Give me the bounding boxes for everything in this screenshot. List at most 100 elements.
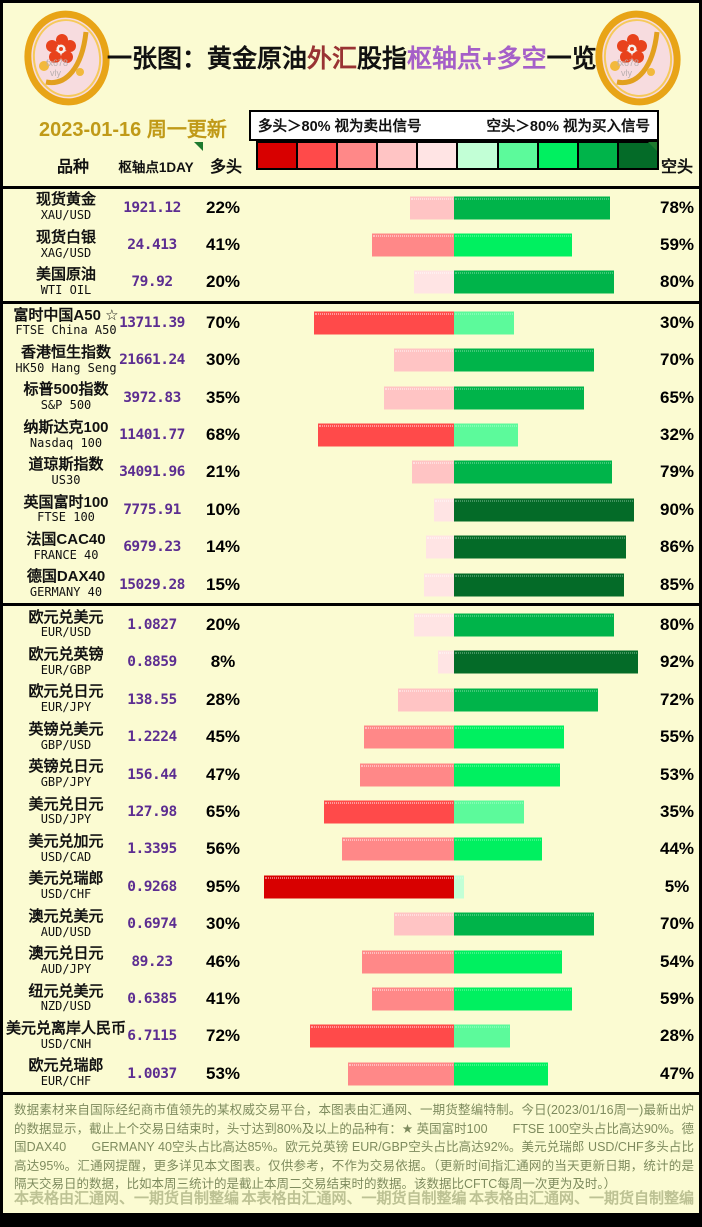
table-row: 富时中国A50 ☆ FTSE China A50 13711.39 70% 30% <box>3 304 699 341</box>
pivot-value: 6979.23 <box>123 539 181 556</box>
short-bar <box>454 875 464 899</box>
short-percent: 5% <box>664 876 690 896</box>
instrument-name: 纽元兑美元 NZD/USD <box>5 980 127 1017</box>
instrument-name: 英国富时100 FTSE 100 <box>5 491 127 528</box>
pivot-value: 0.6974 <box>127 916 177 933</box>
table-section: 富时中国A50 ☆ FTSE China A50 13711.39 70% 30% 香港恒… <box>3 304 699 607</box>
short-bar <box>454 498 634 522</box>
branch-icon <box>45 31 89 86</box>
instrument-name: 道琼斯指数 US30 <box>5 454 127 491</box>
table-row: 标普500指数 S&P 500 3972.83 35% 65% <box>3 379 699 416</box>
long-bar <box>264 875 454 899</box>
instrument-name-cn: 欧元兑瑞郎 <box>28 1057 104 1075</box>
instrument-name-cn: 英国富时100 <box>23 493 109 511</box>
coin-watermark: fx678 <box>617 58 639 68</box>
long-bar <box>394 912 454 936</box>
long-bar <box>372 987 454 1011</box>
pivot-value: 21661.24 <box>119 352 185 369</box>
long-bar <box>412 460 454 484</box>
bar-track <box>253 264 653 301</box>
instrument-name-cn: 美元兑离岸人民币 <box>5 1019 126 1037</box>
long-percent: 53% <box>205 1063 241 1083</box>
short-bar <box>454 763 560 787</box>
long-percent: 22% <box>205 197 241 217</box>
short-percent: 72% <box>659 689 695 709</box>
pivot-value: 1.3395 <box>127 841 177 858</box>
instrument-name-cn: 德国DAX40 <box>26 568 106 586</box>
bar-track <box>253 943 653 980</box>
instrument-name: 纳斯达克100 Nasdaq 100 <box>5 416 127 453</box>
bar-track <box>253 868 653 905</box>
table-row: 澳元兑美元 AUD/USD 0.6974 30% 70% <box>3 905 699 942</box>
long-percent: 72% <box>205 1026 241 1046</box>
instrument-name-cn: 英镑兑日元 <box>28 758 104 776</box>
long-bar <box>314 311 454 335</box>
instrument-code: FTSE 100 <box>37 510 95 525</box>
pivot-value: 24.413 <box>127 237 177 254</box>
short-bar <box>454 950 562 973</box>
short-percent: 32% <box>659 425 695 445</box>
instrument-name-cn: 纽元兑美元 <box>28 982 104 1000</box>
instrument-code: S&P 500 <box>40 398 92 413</box>
instrument-code: GBP/USD <box>40 737 92 752</box>
column-header-variety: 品种 <box>56 159 89 176</box>
long-bar <box>434 498 454 522</box>
data-table: 现货黄金 XAU/USD 1921.12 22% 78% 现货白银 XAG/USD 24.41… <box>3 186 699 1096</box>
long-bar <box>394 348 454 372</box>
long-bar <box>362 950 454 973</box>
plum-blossom-icon <box>617 34 647 63</box>
svg-text:vly: vly <box>50 68 61 78</box>
bar-track <box>253 566 653 603</box>
bar-track <box>253 189 653 226</box>
short-bar <box>454 573 624 597</box>
long-percent: 65% <box>205 801 241 821</box>
scale-cell <box>458 143 499 168</box>
title-black-1: 一张图：黄金原油 <box>107 45 308 73</box>
bar-track <box>253 379 653 416</box>
pivot-value: 156.44 <box>127 766 177 783</box>
instrument-name: 现货白银 XAG/USD <box>5 226 127 263</box>
scale-cell <box>578 143 619 168</box>
pivot-value: 1.0827 <box>127 616 177 633</box>
bottom-black-bar <box>3 1213 699 1224</box>
instrument-name: 英镑兑日元 GBP/JPY <box>5 756 127 793</box>
instrument-name: 美元兑瑞郎 USD/CHF <box>5 868 127 905</box>
table-row: 英镑兑美元 GBP/USD 1.2224 45% 55% <box>3 718 699 755</box>
table-section: 欧元兑美元 EUR/USD 1.0827 20% 80% 欧元兑英镑 EUR/GBP 0.88… <box>3 606 699 1096</box>
short-percent: 44% <box>659 839 695 859</box>
instrument-name: 富时中国A50 ☆ FTSE China A50 <box>5 304 127 341</box>
long-bar <box>348 1062 454 1086</box>
long-percent: 15% <box>205 574 241 594</box>
instrument-code: EUR/GBP <box>40 662 92 677</box>
long-percent: 30% <box>205 350 241 370</box>
watermark-text: 本表格由汇通网、一期货自制整编 <box>468 1190 694 1207</box>
bar-track <box>253 681 653 718</box>
instrument-name: 欧元兑瑞郎 EUR/CHF <box>5 1055 127 1092</box>
pivot-value: 79.92 <box>131 274 173 291</box>
pivot-value: 127.98 <box>127 803 177 820</box>
cell-corner-marker-icon <box>194 142 203 151</box>
bar-track <box>253 606 653 643</box>
instrument-code: USD/JPY <box>40 812 92 827</box>
instrument-code: WTI OIL <box>40 282 92 297</box>
table-row: 纳斯达克100 Nasdaq 100 11401.77 68% 32% <box>3 416 699 453</box>
instrument-name: 美元兑日元 USD/JPY <box>5 793 127 830</box>
long-bar <box>324 800 454 824</box>
short-bar <box>454 725 564 749</box>
long-bar <box>384 386 454 410</box>
table-row: 香港恒生指数 HK50 Hang Seng 21661.24 30% 70% <box>3 342 699 379</box>
scale-cell <box>258 143 299 168</box>
instrument-name-cn: 道琼斯指数 <box>28 456 104 474</box>
instrument-code: FTSE China A50 <box>15 323 117 338</box>
scale-cell <box>338 143 379 168</box>
watermark-text: 本表格由汇通网、一期货自制整编 <box>241 1190 467 1207</box>
instrument-code: FRANCE 40 <box>33 547 99 562</box>
short-bar <box>454 688 598 712</box>
instrument-name-cn: 欧元兑日元 <box>28 683 104 701</box>
short-percent: 35% <box>659 801 695 821</box>
bar-track <box>253 226 653 263</box>
pivot-value: 7775.91 <box>123 501 181 518</box>
instrument-name: 香港恒生指数 HK50 Hang Seng <box>5 342 127 379</box>
long-percent: 68% <box>205 425 241 445</box>
pivot-value: 1.2224 <box>127 729 177 746</box>
